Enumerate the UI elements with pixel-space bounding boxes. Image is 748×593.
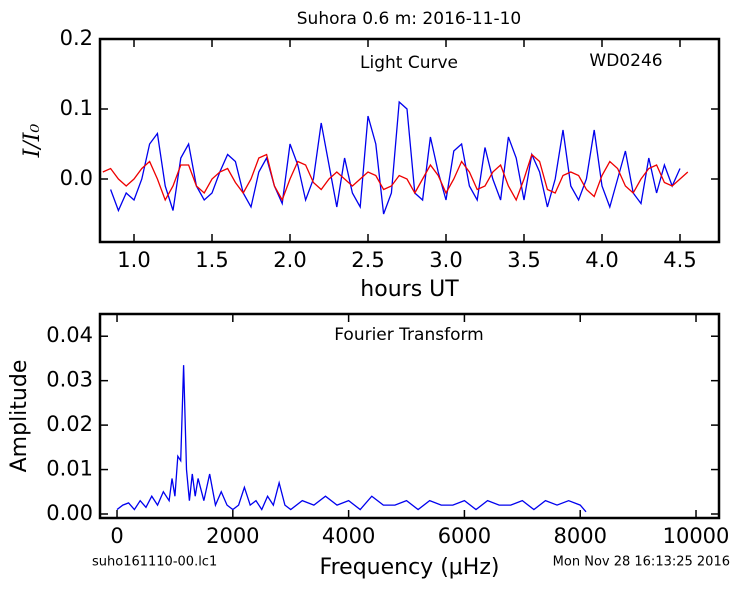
- x-tick-label: 4.5: [663, 248, 696, 272]
- x-tick-label: 2.5: [351, 248, 384, 272]
- x-tick-label: 1.5: [195, 248, 228, 272]
- y-tick-label: 0.03: [46, 368, 93, 392]
- plot-frame: [98, 37, 721, 244]
- y-tick-label: 0.0: [60, 166, 93, 190]
- x-tick-label: 6000: [438, 524, 491, 548]
- plot-frame: [98, 312, 721, 520]
- x-tick-label: 2.0: [273, 248, 306, 272]
- x-axis-label: Frequency (μHz): [320, 555, 500, 580]
- x-tick-label: 8000: [553, 524, 606, 548]
- x-tick-label: 3.0: [429, 248, 462, 272]
- data-line: [116, 365, 587, 513]
- y-tick-label: 0.01: [46, 457, 93, 481]
- x-tick-label: 0: [110, 524, 123, 548]
- x-tick-label: 3.5: [507, 248, 540, 272]
- x-tick-label: 10000: [663, 524, 730, 548]
- footer-file: suho161110-00.lc1: [92, 555, 217, 570]
- annotation: Light Curve: [360, 53, 458, 73]
- annotation: Fourier Transform: [334, 325, 483, 345]
- annotation: WD0246: [589, 51, 662, 71]
- footer-timestamp: Mon Nov 28 16:13:25 2016: [553, 555, 730, 570]
- x-tick-label: 2000: [206, 524, 259, 548]
- y-tick-label: 0.1: [60, 96, 93, 120]
- data-line: [110, 100, 681, 215]
- x-tick-label: 4000: [322, 524, 375, 548]
- x-axis-label: hours UT: [360, 277, 459, 302]
- y-axis-label: I/I₀: [20, 124, 45, 159]
- y-tick-label: 0.2: [60, 26, 93, 50]
- x-tick-label: 1.0: [117, 248, 150, 272]
- y-axis-label: Amplitude: [7, 360, 32, 473]
- data-line: [102, 153, 689, 202]
- x-tick-label: 4.0: [585, 248, 618, 272]
- y-tick-label: 0.04: [46, 323, 93, 347]
- chart-title: Suhora 0.6 m: 2016-11-10: [297, 9, 521, 29]
- y-tick-label: 0.02: [46, 412, 93, 436]
- y-tick-label: 0.00: [46, 501, 93, 525]
